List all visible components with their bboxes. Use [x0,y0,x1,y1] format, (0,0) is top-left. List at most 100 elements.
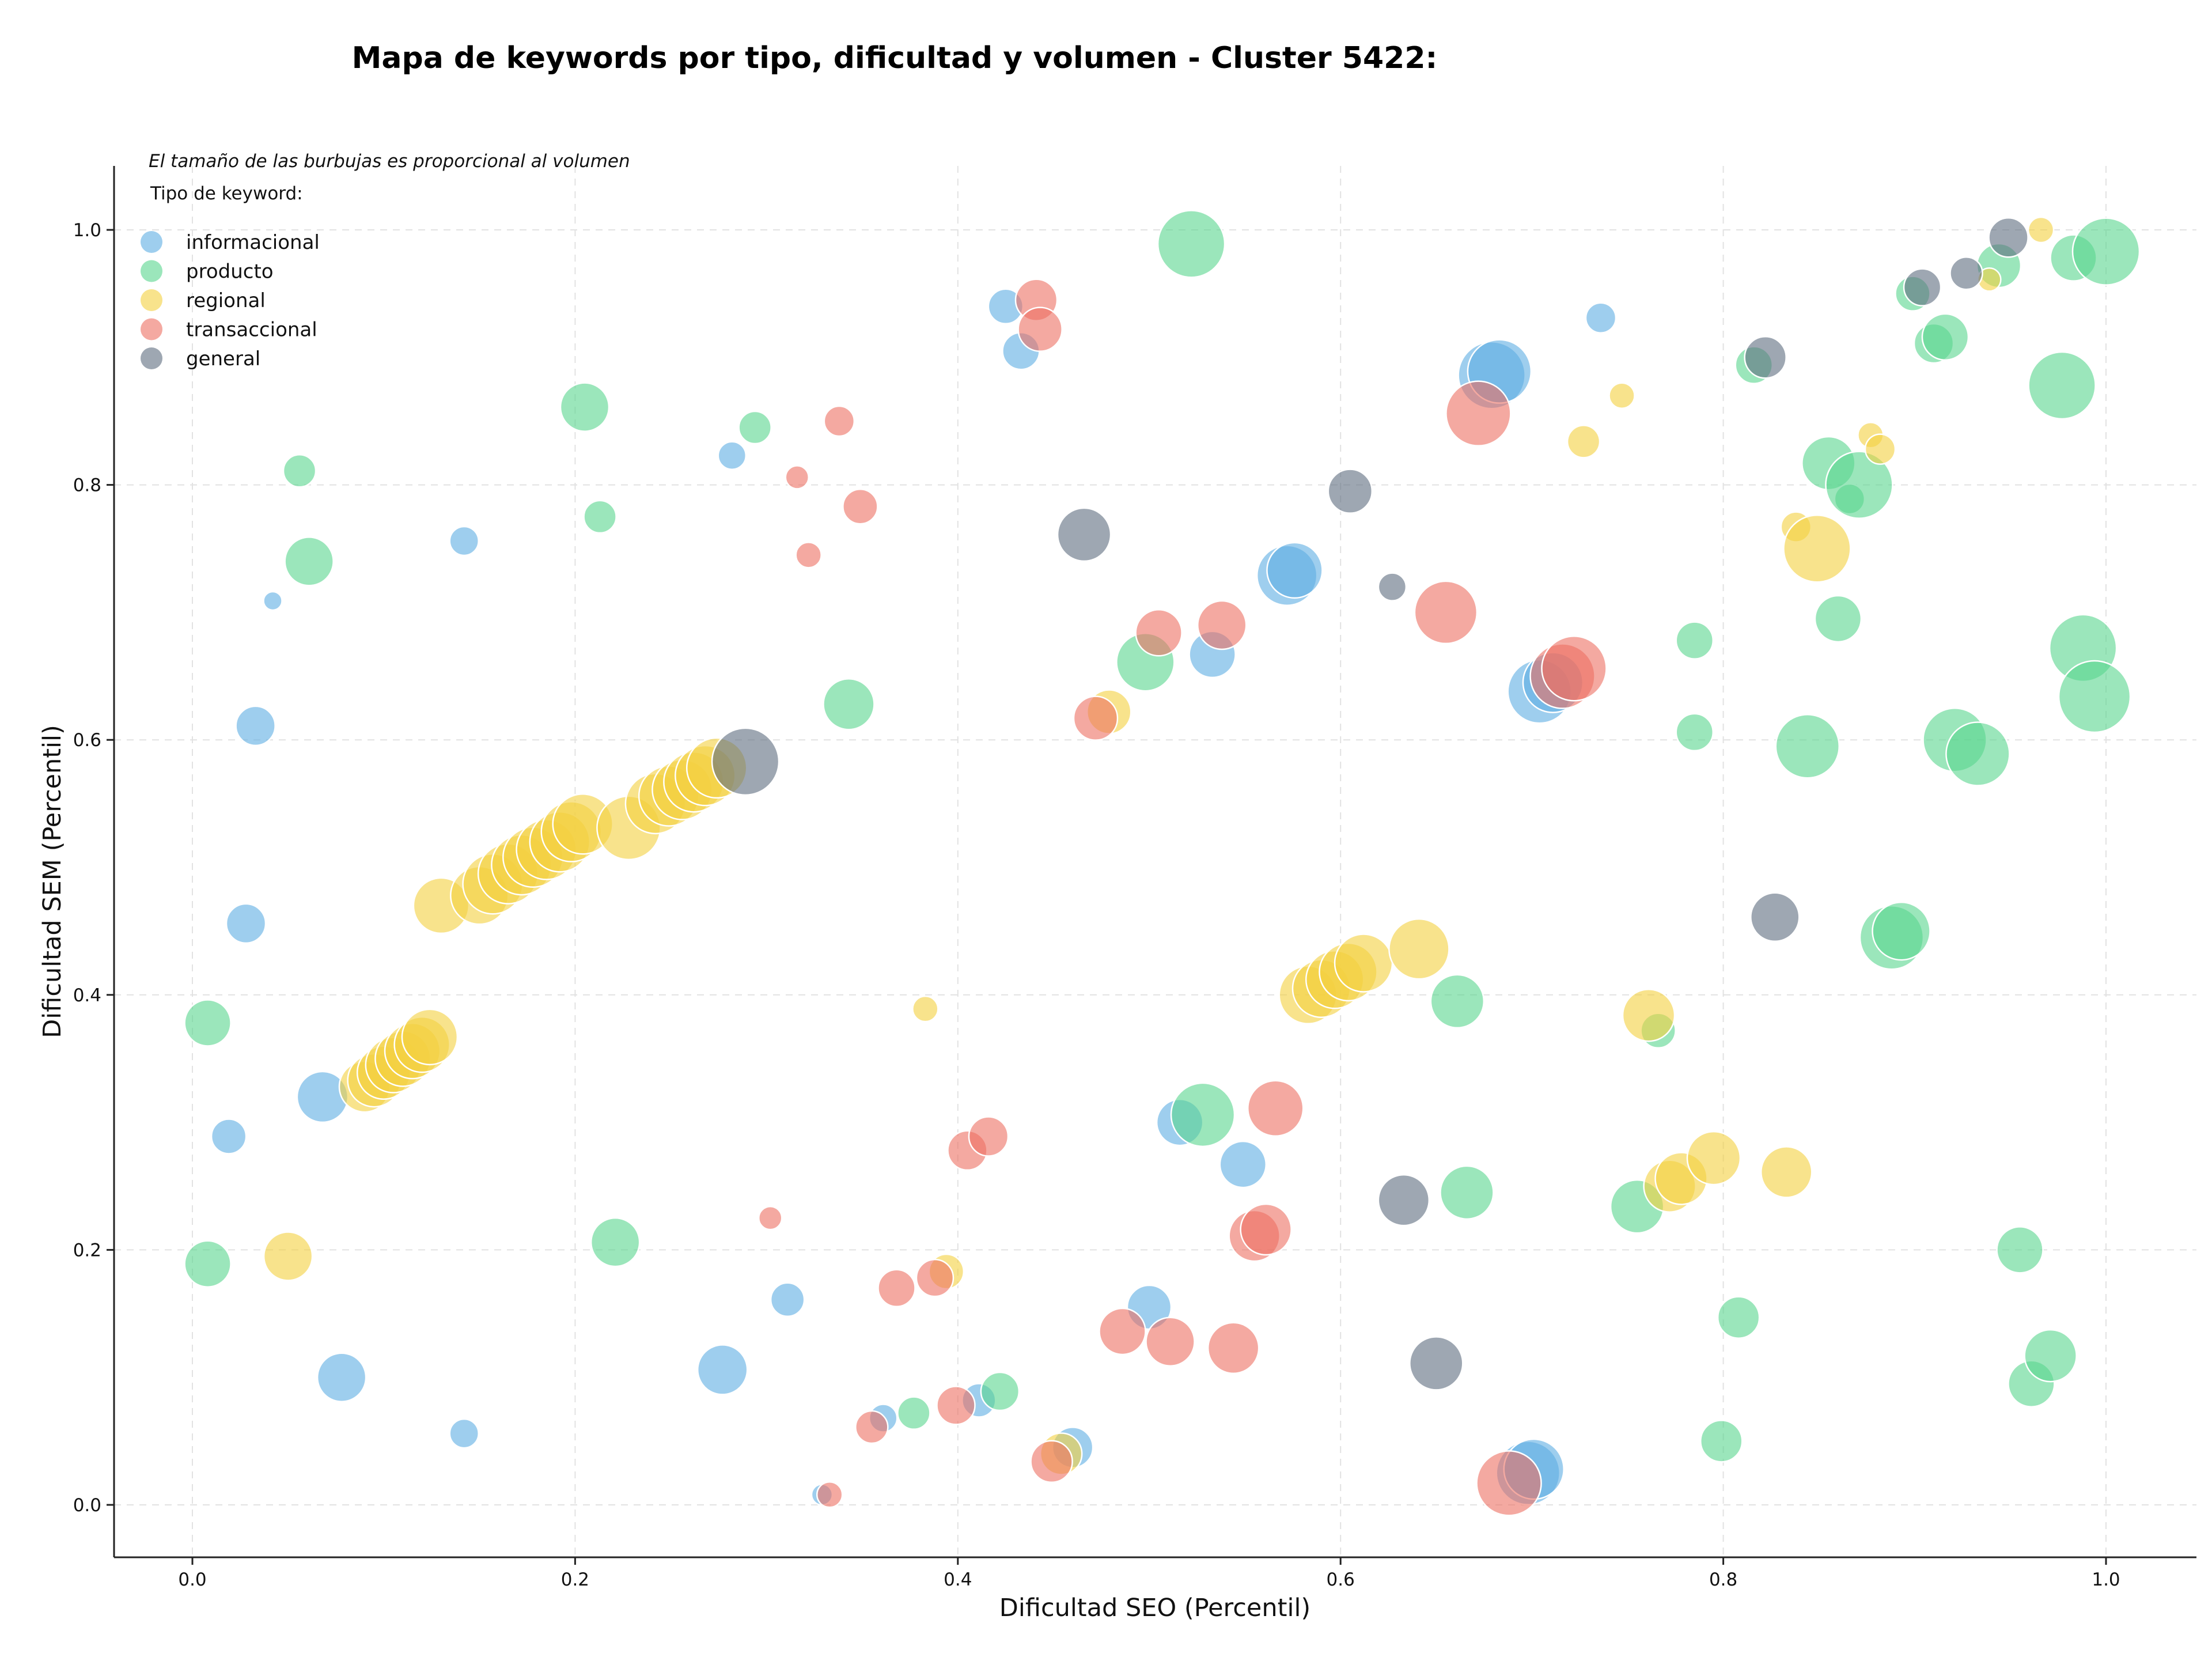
legend-title: Tipo de keyword: [150,183,303,204]
x-tick-label: 0.4 [944,1569,972,1590]
bubble-informacional [225,903,267,944]
bubble-regional [1864,433,1896,465]
y-axis-label: Dificultad SEM (Percentil) [38,725,67,1038]
bubble-general [1988,217,2029,258]
bubble-regional [1622,988,1676,1042]
bubble-producto [823,678,875,731]
bubble-producto [583,500,617,534]
bubble-transaccional [816,1481,843,1508]
legend-label-producto: producto [186,260,274,283]
bubble-transaccional [1196,600,1247,650]
bubble-producto [1717,1296,1760,1339]
x-tick-label: 0.2 [561,1569,589,1590]
bubble-transaccional [1017,307,1063,352]
bubble-transaccional [1207,1322,1260,1375]
bubble-regional [1783,514,1851,583]
bubble-producto [897,1396,931,1430]
series-producto [184,210,2141,1463]
bubble-producto [282,454,317,488]
bubble-regional [401,1008,459,1066]
bubble-regional [912,995,939,1023]
y-tick-label: 0.0 [73,1495,101,1516]
bubble-transaccional [968,1116,1009,1157]
bubble-general [1377,1174,1430,1227]
bubble-producto [1157,210,1226,278]
bubble-transaccional [1145,1316,1195,1367]
y-tick-label: 0.8 [73,475,101,496]
bubble-regional [263,1231,313,1281]
bubble-transaccional [1247,1080,1304,1137]
bubble-general [711,727,780,796]
bubble-transaccional [1099,1307,1146,1356]
legend-marker-general [141,347,162,369]
axes [113,166,2196,1558]
legend: informacional producto regional transaccion… [141,231,320,370]
bubble-informacional [449,525,479,557]
bubble-producto [184,1240,232,1288]
bubble-general [1949,256,1983,290]
tick-labels: 0.0 0.2 0.4 0.6 0.8 1.0 0.0 0.2 0.4 0.6 0.8 1.0 [73,220,2120,1590]
bubble-producto [738,410,772,445]
bubble-size-note: El tamaño de las burbujas es proporciona… [149,151,630,172]
bubble-producto [2071,217,2141,286]
bubble-producto [559,382,610,432]
bubble-transaccional [1073,695,1119,741]
bubble-producto [1430,974,1485,1029]
bubble-producto [1814,595,1862,643]
bubble-transaccional [842,488,878,525]
bubble-producto [1921,313,1969,361]
bubble-regional [1686,1130,1741,1186]
bubble-informacional [449,1418,479,1449]
bubble-producto [1440,1165,1494,1220]
bubble-producto [1170,1082,1236,1148]
legend-label-regional: regional [186,289,266,312]
bubble-transaccional [1030,1440,1073,1484]
bubble-producto [284,536,334,587]
bubble-producto [1775,714,1840,779]
bubble-informacional [210,1118,247,1155]
bubble-general [1377,572,1407,601]
bubble-transaccional [1476,1450,1542,1516]
series-regional [263,216,2055,1475]
bubble-regional [1388,918,1450,980]
legend-label-informacional: informacional [186,231,320,254]
bubble-transaccional [855,1410,889,1444]
bubble-general [1409,1336,1464,1391]
bubble-producto [1700,1420,1743,1463]
y-tick-label: 0.2 [73,1240,101,1261]
legend-marker-regional [141,289,162,311]
bubble-producto [1945,721,2010,786]
bubble-informacional [770,1282,805,1317]
bubble-transaccional [936,1386,976,1425]
bubble-transaccional [785,465,810,490]
y-tick-label: 0.4 [73,985,101,1006]
bubble-transaccional [915,1258,955,1297]
bubble-producto [1675,713,1714,752]
bubble-producto [590,1217,641,1267]
x-tick-label: 1.0 [2092,1569,2120,1590]
bubble-regional [1608,382,1635,409]
x-tick-label: 0.8 [1709,1569,1737,1590]
bubble-producto [2028,351,2096,420]
y-tick-label: 0.6 [73,730,101,751]
legend-marker-informacional [141,231,162,253]
bubble-producto [1996,1226,2044,1274]
bubble-transaccional [877,1269,916,1308]
bubble-transaccional [795,542,822,569]
bubble-informacional [316,1352,367,1402]
bubble-producto [980,1371,1020,1412]
bubble-layer [184,210,2141,1516]
bubble-regional [2027,216,2055,244]
bubble-informacional [263,591,283,611]
bubble-informacional [696,1344,748,1395]
legend-marker-transaccional [141,318,162,340]
bubble-producto [2058,660,2131,733]
bubble-informacional [1219,1140,1267,1189]
bubble-transaccional [823,405,855,437]
bubble-transaccional [1445,380,1512,447]
bubble-informacional [235,705,276,747]
x-tick-label: 0.0 [178,1569,206,1590]
series-transaccional [757,278,1607,1516]
bubble-transaccional [1240,1203,1292,1256]
